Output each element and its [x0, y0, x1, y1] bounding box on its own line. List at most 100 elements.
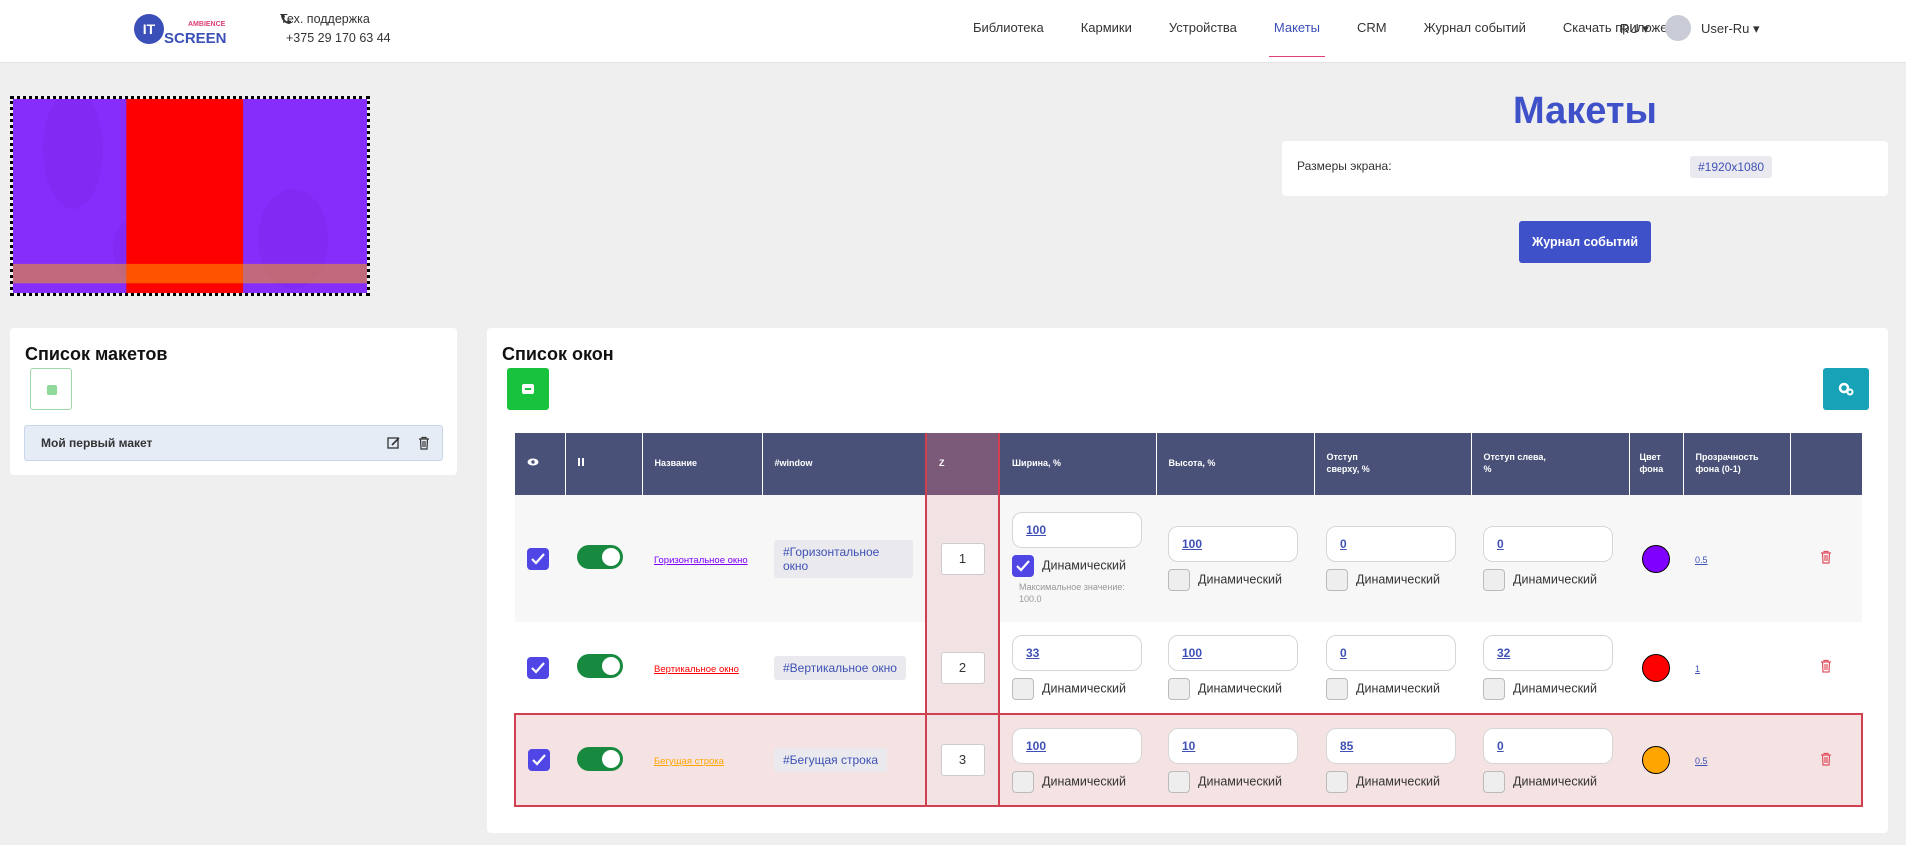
dynamic-label: Динамический: [1513, 773, 1598, 788]
dynamic-label: Динамический: [1356, 572, 1441, 587]
color-swatch[interactable]: [1642, 653, 1670, 682]
preview-window: [13, 263, 367, 284]
dynamic-checkbox[interactable]: [1012, 554, 1034, 577]
width-input[interactable]: 100: [1012, 727, 1142, 764]
dynamic-option: Динамический: [1483, 569, 1617, 591]
dynamic-checkbox[interactable]: [1168, 770, 1190, 793]
left-input[interactable]: 0: [1483, 526, 1613, 562]
dynamic-checkbox[interactable]: [1012, 770, 1034, 793]
user-name: User-Ru: [1701, 21, 1750, 36]
delete-icon[interactable]: [417, 436, 431, 450]
nav-link[interactable]: CRM: [1357, 20, 1387, 35]
cell: 0 Динамический: [1314, 495, 1471, 622]
layouts-panel: Список макетов Мой первый макет: [10, 328, 457, 475]
cell: [1790, 713, 1863, 807]
dynamic-checkbox[interactable]: [1483, 770, 1505, 793]
top-input[interactable]: 0: [1326, 526, 1456, 562]
logo-sub: AMBIENCE: [188, 21, 226, 28]
journal-button[interactable]: Журнал событий: [1519, 221, 1651, 263]
dynamic-checkbox[interactable]: [1168, 569, 1190, 591]
cell: 100 Динамический: [1156, 622, 1314, 714]
delete-icon[interactable]: [1820, 752, 1832, 766]
color-swatch[interactable]: [1642, 544, 1670, 573]
support-phone[interactable]: +375 29 170 63 44: [286, 31, 391, 45]
dynamic-label: Динамический: [1198, 681, 1283, 696]
cell: [1790, 495, 1862, 622]
dynamic-checkbox[interactable]: [1483, 678, 1505, 700]
dynamic-option: Динамический: [1012, 770, 1144, 793]
dynamic-checkbox[interactable]: [1168, 678, 1190, 700]
visibility-checkbox[interactable]: [527, 656, 549, 679]
visibility-header: [515, 433, 566, 495]
opacity-value[interactable]: 0.5: [1695, 554, 1708, 565]
nav-link[interactable]: Скачать приложение: [1562, 20, 1690, 35]
window-name[interactable]: Бегущая строка: [654, 756, 724, 767]
top-input[interactable]: 85: [1326, 727, 1456, 764]
dynamic-checkbox[interactable]: [1483, 569, 1505, 591]
z-input[interactable]: 1: [940, 542, 985, 575]
user-menu[interactable]: User-Ru ▾: [1701, 21, 1760, 36]
cell: 3: [925, 713, 1000, 807]
logo[interactable]: IT AMBIENCE SCREEN: [134, 12, 227, 50]
color-swatch[interactable]: [1642, 746, 1670, 774]
add-window-button[interactable]: [507, 368, 549, 410]
layout-preview: [10, 96, 370, 296]
nav-link[interactable]: Устройства: [1168, 20, 1237, 35]
edit-icon[interactable]: [387, 436, 401, 450]
enable-toggle[interactable]: [577, 746, 623, 771]
visibility-checkbox[interactable]: [528, 749, 550, 771]
cell: Горизонтальное окно: [642, 495, 762, 622]
cell: 10 Динамический: [1156, 713, 1314, 807]
height-input[interactable]: 100: [1168, 526, 1298, 562]
height-input[interactable]: 100: [1168, 635, 1298, 671]
enable-toggle[interactable]: [577, 654, 623, 678]
dynamic-checkbox[interactable]: [1012, 678, 1034, 700]
cell: 0 Динамический: [1314, 622, 1471, 714]
opacity-value[interactable]: 1: [1695, 663, 1701, 674]
enable-toggle[interactable]: [577, 545, 623, 569]
dynamic-option: Динамический: [1326, 569, 1459, 591]
top-input[interactable]: 0: [1326, 635, 1456, 671]
dynamic-label: Динамический: [1356, 681, 1441, 696]
cell: [1629, 622, 1683, 714]
settings-button[interactable]: [1823, 368, 1869, 410]
nav-link[interactable]: Журнал событий: [1423, 20, 1526, 35]
z-input[interactable]: 2: [940, 651, 985, 684]
left-input[interactable]: 0: [1483, 727, 1613, 764]
dynamic-checkbox[interactable]: [1326, 678, 1348, 700]
screen-size-label: Размеры экрана:: [1297, 159, 1392, 173]
add-layout-button[interactable]: [30, 368, 72, 410]
cell: 0 Динамический: [1471, 713, 1629, 807]
preview-window: [126, 99, 244, 293]
cell: Вертикальное окно: [642, 622, 762, 714]
avatar[interactable]: [1665, 15, 1691, 41]
dynamic-checkbox[interactable]: [1326, 569, 1348, 591]
nav-link[interactable]: Библиотека: [973, 20, 1044, 35]
toggle-knob: [602, 548, 620, 566]
logo-main: SCREEN: [164, 30, 227, 47]
left-input[interactable]: 32: [1483, 635, 1613, 671]
header-cell: #window: [762, 433, 927, 495]
window-name[interactable]: Вертикальное окно: [654, 663, 739, 675]
layout-item[interactable]: Мой первый макет: [24, 425, 443, 461]
window-name[interactable]: Горизонтальное окно: [654, 554, 748, 566]
z-input[interactable]: 3: [940, 744, 985, 776]
nav: Библиотека Кармики Устройства Макеты CRM Журн…: [968, 0, 1694, 63]
opacity-value[interactable]: 0.5: [1695, 756, 1708, 766]
toggle-knob: [602, 749, 620, 768]
delete-icon[interactable]: [1820, 550, 1832, 564]
window-tag: #Горизонтальное окно: [774, 539, 913, 578]
delete-icon[interactable]: [1820, 659, 1832, 673]
height-input[interactable]: 10: [1168, 727, 1298, 764]
width-input[interactable]: 33: [1012, 635, 1142, 671]
width-input[interactable]: 100: [1012, 511, 1142, 548]
nav-link[interactable]: Макеты: [1268, 0, 1326, 63]
lang-select[interactable]: RU ▾: [1620, 21, 1649, 36]
visibility-checkbox[interactable]: [527, 547, 549, 570]
dynamic-checkbox[interactable]: [1326, 770, 1348, 793]
nav-link[interactable]: Кармики: [1080, 20, 1132, 35]
dynamic-option: Динамический: [1012, 678, 1144, 700]
cell: [1629, 495, 1683, 622]
preview-canvas: [13, 99, 367, 293]
